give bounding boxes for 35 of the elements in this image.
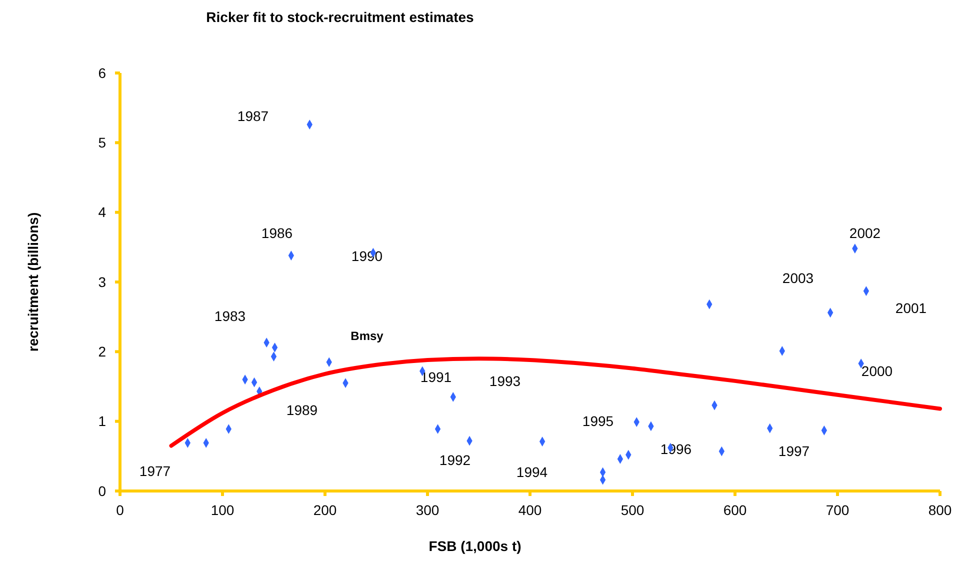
annotation: 1977 (139, 462, 171, 479)
chart-title: Ricker fit to stock-recruitment estimates (206, 9, 474, 25)
x-tick-label: 0 (116, 502, 124, 518)
x-tick-label: 200 (313, 502, 337, 518)
x-tick-label: 300 (416, 502, 440, 518)
annotation: 1995 (582, 412, 614, 429)
annotation: 1986 (261, 224, 293, 241)
x-tick-label: 500 (620, 502, 644, 518)
annotation: 1991 (420, 368, 452, 385)
annotation: 1989 (286, 402, 318, 418)
y-tick-label: 2 (98, 344, 106, 360)
y-tick-label: 3 (98, 274, 106, 290)
annotation: 2000 (861, 362, 893, 379)
annotation: 1993 (489, 372, 521, 389)
x-tick-label: 400 (518, 502, 542, 518)
annotation: 2002 (849, 224, 881, 241)
x-tick-label: 600 (723, 502, 747, 518)
y-tick-label: 5 (98, 134, 106, 151)
annotation: 1997 (778, 442, 810, 459)
x-tick-label: 100 (210, 502, 234, 518)
annotation: 2003 (782, 270, 814, 286)
annotation: 1992 (439, 452, 471, 468)
annotation: 2001 (895, 300, 927, 316)
y-tick-label: 0 (98, 482, 106, 499)
annotation: 1983 (214, 308, 246, 324)
annotation: Bmsy (350, 329, 384, 344)
y-tick-label: 4 (98, 204, 106, 220)
x-tick-label: 800 (928, 502, 952, 518)
y-axis-title: recruitment (billions) (25, 212, 41, 352)
y-tick-label: 6 (98, 64, 106, 81)
x-axis-title: FSB (1,000s t) (428, 538, 522, 554)
annotation: 1994 (516, 464, 548, 480)
annotation: 1987 (237, 108, 269, 124)
x-tick-label: 700 (826, 502, 850, 518)
y-tick-label: 1 (98, 413, 106, 430)
